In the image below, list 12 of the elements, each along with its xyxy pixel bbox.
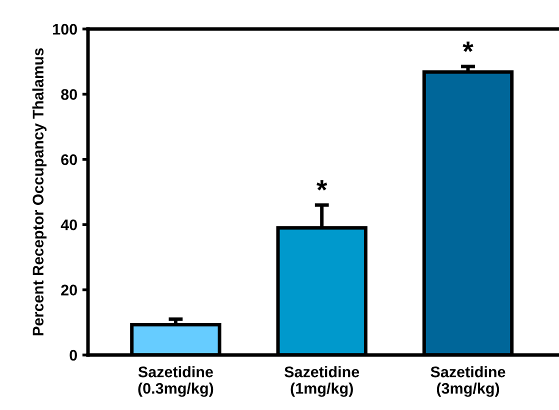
y-tick-label: 0 bbox=[70, 350, 77, 361]
y-axis-title: Percent Receptor Occupancy Thalamus bbox=[32, 48, 47, 336]
annotation: * bbox=[316, 180, 328, 190]
y-tick-label: 100 bbox=[53, 24, 77, 35]
annotation: * bbox=[462, 42, 474, 52]
y-tick-label: 40 bbox=[60, 219, 77, 230]
y-tick-label: 20 bbox=[61, 284, 77, 296]
x-tick-label: Sazetidine (1mg/kg) bbox=[284, 366, 360, 397]
x-tick-label: Sazetidine (0.3mg/kg) bbox=[138, 366, 214, 397]
y-tick-label: 80 bbox=[61, 89, 77, 100]
x-tick-label: Sazetidine (3mg/kg) bbox=[430, 366, 506, 397]
y-tick-label: 60 bbox=[61, 154, 77, 166]
